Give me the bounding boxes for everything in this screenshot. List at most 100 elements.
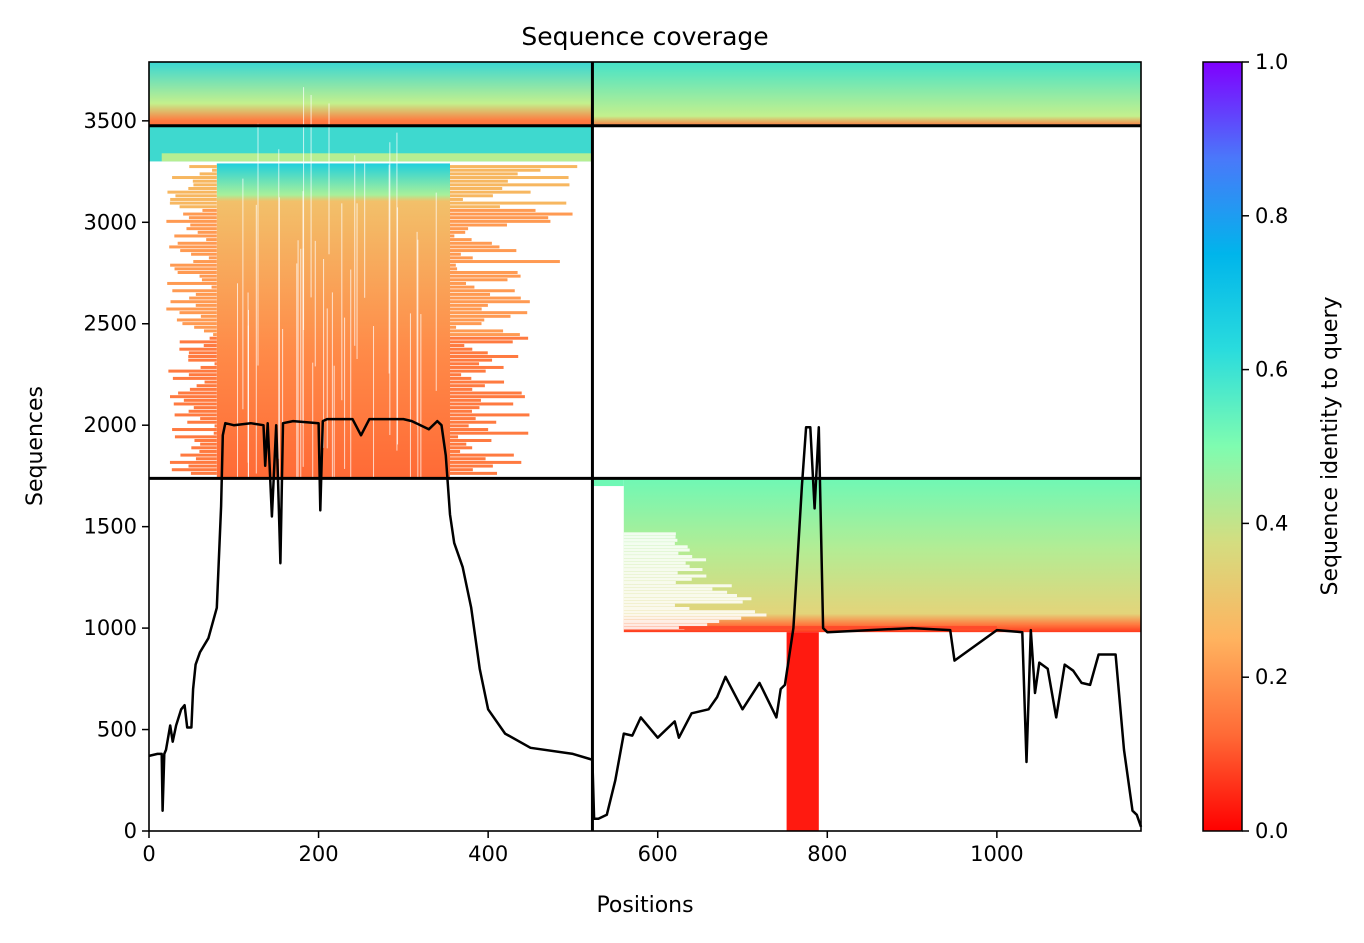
row-segment bbox=[180, 249, 217, 253]
x-axis-label: Positions bbox=[596, 893, 693, 918]
row-gap bbox=[623, 564, 690, 568]
row-gap bbox=[623, 538, 678, 542]
row-segment bbox=[449, 369, 486, 373]
row-segment bbox=[449, 322, 482, 326]
gap-line bbox=[300, 248, 302, 483]
row-segment bbox=[449, 307, 482, 311]
row-segment bbox=[449, 241, 492, 245]
gap-line bbox=[356, 203, 358, 359]
row-segment bbox=[188, 409, 217, 413]
row-segment bbox=[449, 417, 476, 421]
block-top-right bbox=[592, 62, 1141, 126]
row-segment bbox=[678, 626, 997, 630]
x-tick-label: 600 bbox=[638, 842, 678, 866]
row-segment bbox=[449, 387, 473, 391]
x-tick-label: 400 bbox=[468, 842, 508, 866]
row-segment bbox=[171, 468, 217, 472]
row-segment bbox=[449, 230, 466, 234]
row-segment bbox=[179, 311, 217, 315]
block-bottom-right-top-edge bbox=[592, 478, 624, 487]
row-segment bbox=[449, 431, 529, 435]
gap-line bbox=[278, 149, 280, 459]
row-segment bbox=[449, 267, 458, 271]
row-segment bbox=[449, 468, 473, 472]
row-segment bbox=[174, 234, 217, 238]
row-segment bbox=[449, 336, 529, 340]
colorbar-tick-label: 0.0 bbox=[1255, 819, 1288, 843]
row-segment bbox=[449, 464, 493, 468]
row-gap bbox=[623, 571, 678, 575]
row-segment bbox=[449, 176, 569, 180]
row-segment bbox=[449, 234, 455, 238]
row-segment bbox=[168, 369, 217, 373]
row-segment bbox=[177, 241, 217, 245]
gap-line bbox=[310, 94, 312, 298]
row-segment bbox=[200, 417, 217, 421]
row-gap bbox=[623, 545, 688, 549]
row-segment bbox=[449, 376, 472, 380]
chart-title: Sequence coverage bbox=[521, 22, 768, 51]
row-segment bbox=[449, 223, 507, 227]
row-segment bbox=[449, 252, 461, 256]
row-segment bbox=[200, 365, 217, 369]
row-segment bbox=[449, 205, 500, 209]
block-middle-left-core bbox=[216, 163, 450, 479]
y-tick-label: 2000 bbox=[84, 413, 137, 437]
gap-line bbox=[328, 103, 330, 255]
row-segment bbox=[449, 197, 463, 201]
row-segment bbox=[449, 274, 521, 278]
gap-line bbox=[257, 123, 259, 366]
row-segment bbox=[449, 449, 461, 453]
gap-line bbox=[323, 258, 325, 448]
row-segment bbox=[449, 435, 459, 439]
row-segment bbox=[449, 354, 519, 358]
gap-line bbox=[420, 314, 422, 479]
row-segment bbox=[192, 179, 217, 183]
row-segment bbox=[174, 435, 217, 439]
row-gap bbox=[623, 613, 767, 617]
row-segment bbox=[170, 263, 217, 267]
y-tick-label: 0 bbox=[124, 819, 137, 843]
row-segment bbox=[190, 471, 217, 475]
row-segment bbox=[213, 333, 217, 337]
row-segment bbox=[169, 460, 217, 464]
row-segment bbox=[449, 457, 486, 461]
gap-line bbox=[373, 326, 375, 552]
row-gap bbox=[623, 584, 732, 588]
row-gap bbox=[623, 594, 738, 598]
row-gap bbox=[623, 558, 707, 562]
row-segment bbox=[449, 165, 578, 169]
row-segment bbox=[449, 398, 481, 402]
row-segment bbox=[201, 278, 217, 282]
row-segment bbox=[449, 413, 530, 417]
y-axis-label: Sequences bbox=[23, 386, 48, 506]
data-marks bbox=[148, 62, 1143, 831]
row-gap bbox=[623, 603, 675, 607]
row-segment bbox=[188, 373, 217, 377]
row-segment bbox=[449, 303, 488, 307]
row-segment bbox=[195, 303, 217, 307]
row-segment bbox=[449, 384, 485, 388]
gap-line bbox=[312, 362, 314, 629]
row-segment bbox=[449, 219, 551, 223]
x-tick-label: 1000 bbox=[970, 842, 1023, 866]
gap-line bbox=[242, 178, 244, 410]
row-segment bbox=[449, 183, 570, 187]
row-segment bbox=[449, 300, 530, 304]
row-gap bbox=[623, 555, 693, 559]
x-tick-label: 200 bbox=[299, 842, 339, 866]
row-segment bbox=[211, 285, 217, 289]
row-segment bbox=[191, 252, 217, 256]
gap-line bbox=[314, 240, 316, 367]
row-segment bbox=[173, 402, 217, 406]
row-segment bbox=[203, 344, 217, 348]
row-segment bbox=[200, 442, 217, 446]
row-segment bbox=[179, 205, 217, 209]
row-segment bbox=[214, 362, 217, 366]
row-gap bbox=[623, 590, 728, 594]
row-segment bbox=[212, 168, 217, 172]
block-top-left bbox=[149, 62, 593, 126]
row-segment bbox=[191, 446, 217, 450]
row-gap bbox=[623, 561, 686, 565]
row-segment bbox=[449, 351, 488, 355]
